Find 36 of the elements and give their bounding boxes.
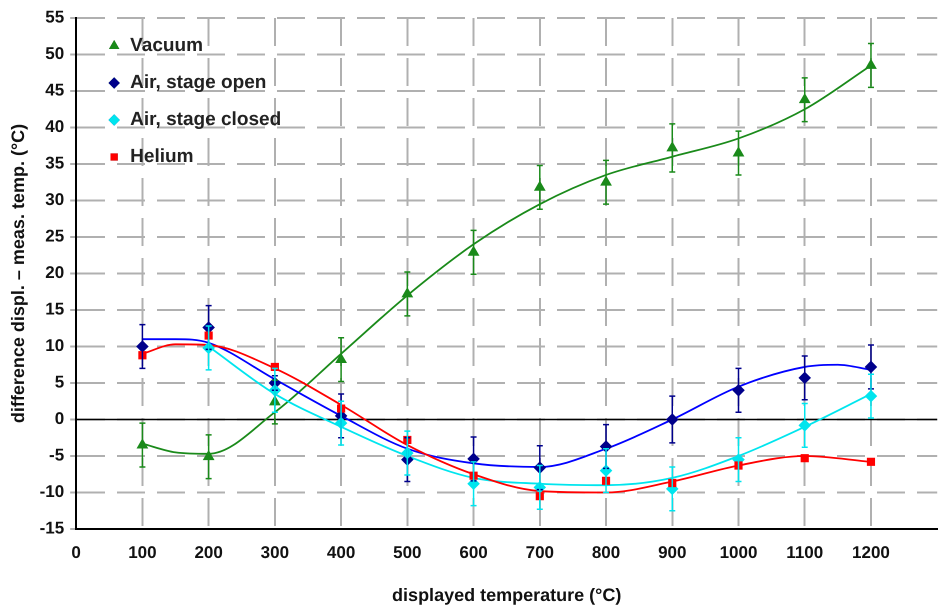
y-tick-label: -5	[49, 446, 64, 465]
point	[800, 454, 809, 462]
x-tick-label: 100	[128, 542, 157, 562]
legend-label: Air, stage closed	[130, 109, 282, 130]
x-tick-label: 900	[658, 542, 686, 562]
y-tick-label: 40	[45, 117, 64, 136]
x-tick-label: 500	[393, 542, 422, 562]
y-tick-label: 35	[45, 154, 64, 173]
y-tick-label: 50	[45, 44, 64, 64]
y-tick-label: 25	[45, 226, 64, 246]
y-tick-label: -10	[40, 482, 64, 502]
x-tick-label: 0	[71, 542, 81, 562]
y-tick-label: 5	[54, 372, 64, 392]
x-tick-label: 1100	[786, 542, 824, 562]
x-tick-label: 600	[459, 542, 488, 562]
y-tick-label: -15	[40, 518, 64, 538]
y-tick-label: 20	[45, 263, 64, 282]
y-axis-title: difference displ. – meas. temp. (°C)	[8, 124, 28, 424]
x-tick-label: 1000	[720, 542, 758, 562]
x-tick-label: 1200	[852, 542, 890, 562]
x-axis-title: displayed temperature (°C)	[392, 585, 622, 606]
y-tick-label: 15	[45, 300, 64, 319]
x-tick-label: 300	[260, 542, 290, 562]
y-tick-label: 0	[54, 409, 64, 428]
x-tick-label: 400	[326, 542, 356, 562]
legend-label: Helium	[130, 146, 194, 168]
y-tick-label: 45	[45, 80, 64, 100]
y-tick-label: 30	[45, 190, 64, 210]
legend-label: Vacuum	[130, 35, 204, 56]
legend-label: Air, stage open	[130, 72, 266, 94]
point	[866, 458, 876, 466]
x-tick-label: 800	[592, 542, 620, 562]
y-tick-label: 55	[45, 8, 64, 27]
x-tick-label: 200	[194, 542, 223, 562]
y-tick-label: 10	[45, 336, 64, 356]
x-tick-label: 700	[526, 542, 554, 562]
